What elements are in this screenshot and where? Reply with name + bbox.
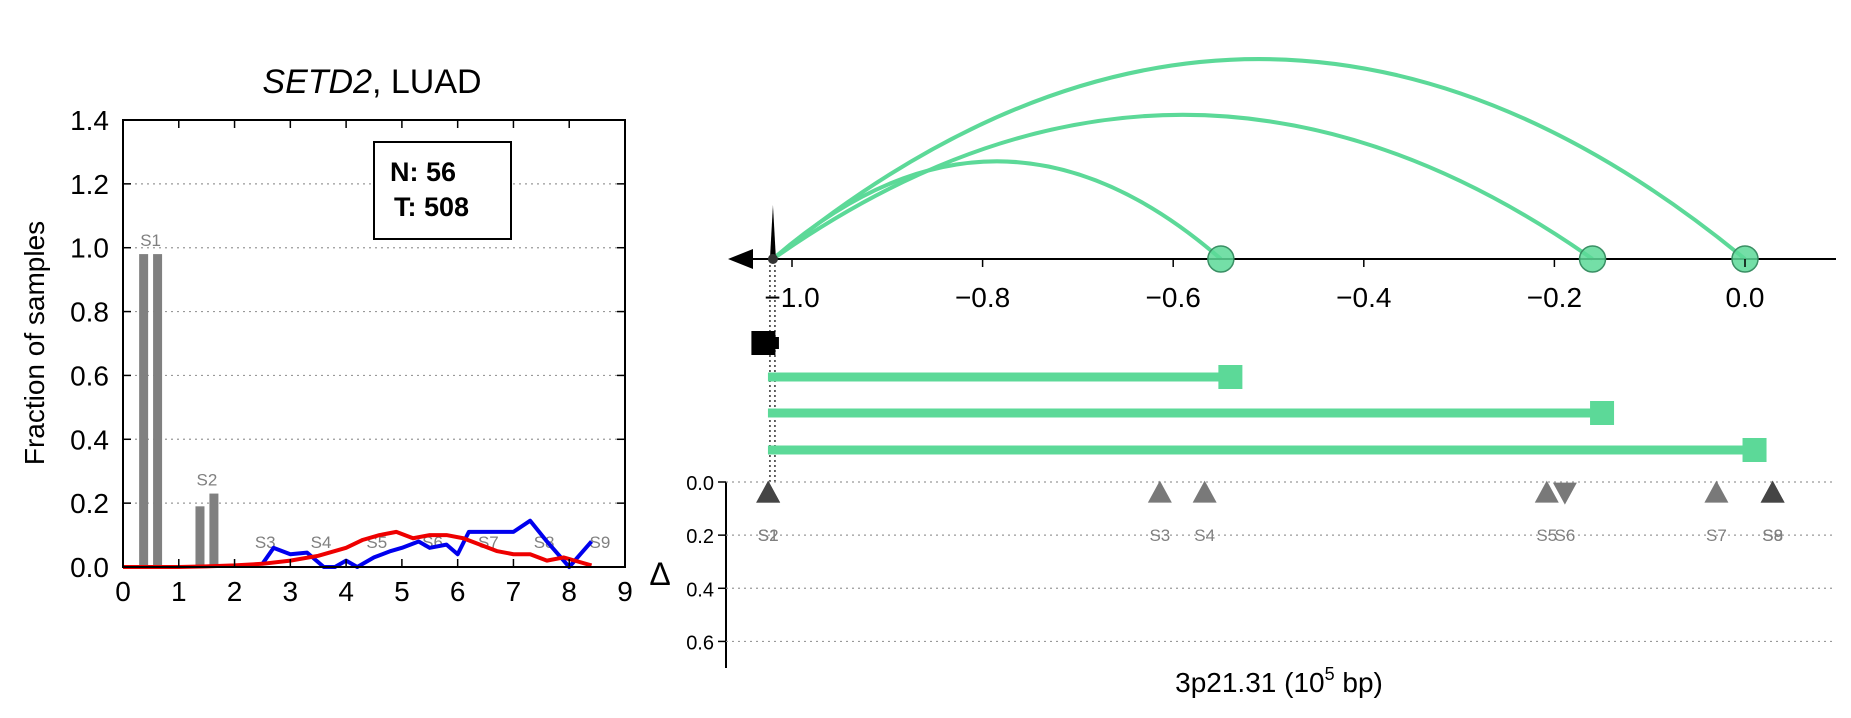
x-tick-label: −0.6	[1146, 282, 1201, 313]
arc	[771, 57, 1747, 261]
legend-frame	[373, 141, 512, 240]
site-label: S4	[311, 533, 332, 552]
y-tick-label: 0.4	[70, 424, 109, 455]
arcs	[771, 57, 1747, 261]
span-bar-end-marker	[1590, 401, 1615, 425]
y-axis-label: Fraction of samples	[19, 221, 50, 465]
y-tick-label: 1.2	[70, 169, 109, 200]
axis-ticks: 0 1 2 3 4 5 6 7 8 9 0.0 0.2 0.4 0.6 0.8 1.0 1.2 1.4	[70, 105, 633, 607]
legend-line-normal: N: 56	[390, 157, 456, 187]
x-tick-label: −0.4	[1336, 282, 1391, 313]
x-tick-label: −0.2	[1527, 282, 1582, 313]
y-tick-label: 0.2	[70, 488, 109, 519]
site-label: S9	[1762, 526, 1783, 545]
x-tick-label: 5	[394, 576, 410, 607]
y-tick-label: 0.0	[686, 473, 714, 495]
bar	[195, 506, 205, 567]
arc	[771, 113, 1594, 261]
y-tick-label: 0.6	[70, 360, 109, 391]
y-tick-label: 0.0	[70, 552, 109, 583]
site-label: S8	[1762, 526, 1783, 545]
plot-frame	[122, 119, 626, 568]
site-marker	[1760, 480, 1785, 503]
site-marker	[1192, 480, 1217, 503]
site-label: S7	[1706, 526, 1727, 545]
site-label: S3	[1149, 526, 1170, 545]
start-point	[767, 254, 778, 264]
x-tick-label: 9	[617, 576, 633, 607]
arc-end-circle	[1207, 245, 1235, 273]
x-tick-label: −1.0	[764, 282, 819, 313]
x-tick-label: 2	[227, 576, 243, 607]
genomic-axis: −1.0 −0.8 −0.6 −0.4 −0.2 0.0	[728, 205, 1836, 482]
legend-box: N: 56 T: 508	[373, 141, 512, 240]
x-axis-label-exponent: 5	[1325, 664, 1335, 684]
site-marker	[1704, 480, 1729, 503]
y-tick-label: 0.8	[70, 297, 109, 328]
site-label: S5	[1536, 526, 1557, 545]
span-bar-end-marker	[1218, 365, 1243, 389]
span-bar-start	[768, 337, 779, 349]
site-marker	[1552, 482, 1577, 505]
x-tick-label: 7	[506, 576, 522, 607]
x-tick-label: −0.8	[955, 282, 1010, 313]
arc-diagram: −1.0 −0.8 −0.6 −0.4 −0.2 0.0 0.00.20.40.6ΔS2S…	[649, 57, 1836, 698]
x-tick-label: 3	[283, 576, 299, 607]
x-tick-label: 8	[561, 576, 577, 607]
delta-y-label: Δ	[649, 556, 670, 592]
x-tick-label: 0.0	[1726, 282, 1765, 313]
x-tick-label: 6	[450, 576, 466, 607]
y-tick-label: 0.6	[686, 632, 714, 654]
start-spike	[769, 205, 776, 259]
chart-title-rest: , LUAD	[372, 63, 482, 101]
span-bar-end-marker	[1742, 438, 1767, 462]
arc	[771, 159, 1223, 261]
site-marker	[756, 480, 781, 503]
x-axis-label-prefix: 3p21.31 (10	[1175, 667, 1324, 698]
x-axis-label: 3p21.31 (105 bp)	[1175, 664, 1383, 698]
site-marker	[1534, 480, 1559, 503]
arc-end-circle	[1578, 245, 1607, 273]
series-lines	[123, 518, 594, 569]
site-label: S9	[590, 533, 611, 552]
site-label: S6	[1554, 526, 1575, 545]
site-label: S4	[1194, 526, 1215, 545]
y-tick-label: 1.4	[70, 105, 109, 136]
y-tick-label: 1.0	[70, 233, 109, 264]
site-marker	[1147, 480, 1172, 503]
x-tick-label: 4	[338, 576, 354, 607]
chart-title: SETD2, LUAD	[262, 63, 481, 101]
legend-line-tumor: T: 508	[394, 192, 469, 222]
x-axis-label-suffix: bp)	[1335, 667, 1383, 698]
bar	[209, 493, 219, 567]
y-tick-label: 0.2	[686, 526, 714, 548]
site-label: S3	[255, 533, 276, 552]
bar	[153, 254, 163, 567]
bar	[139, 254, 149, 567]
chart-title-gene: SETD2	[262, 63, 372, 101]
y-tick-label: 0.4	[686, 579, 714, 601]
site-label: S2	[758, 526, 779, 545]
axis-arrow	[728, 249, 753, 269]
bar-site-label: S2	[197, 471, 218, 490]
bar-site-label: S1	[140, 231, 161, 250]
x-tick-label: 0	[115, 576, 131, 607]
series-line-t	[123, 529, 593, 569]
site-label: S1	[758, 526, 779, 545]
x-tick-label: 1	[171, 576, 187, 607]
span-bars	[751, 331, 1767, 462]
